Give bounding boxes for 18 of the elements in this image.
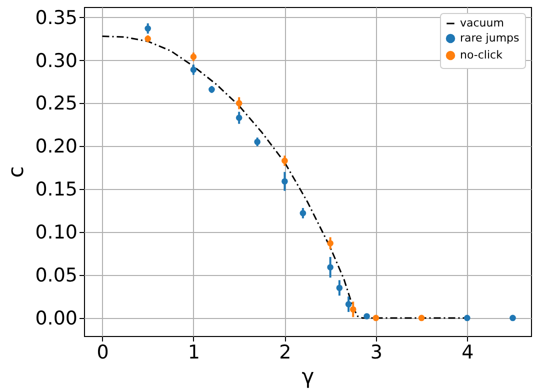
x-axis-title: γ [302,364,314,388]
legend-label: no-click [460,48,504,62]
y-axis-title: c [4,166,28,178]
y-tick-label: 0.10 [35,222,78,244]
x-tick-label: 0 [96,342,109,364]
x-tick-label: 4 [462,342,474,364]
x-tick-label: 1 [188,342,200,364]
y-tick-label: 0.15 [35,178,78,201]
y-tick-label: 0.20 [35,136,78,158]
x-tick-label: 2 [279,342,292,364]
y-tick-label: 0.00 [35,307,78,330]
legend-label: vacuum [460,16,504,30]
y-tick-label: 0.05 [35,264,78,287]
x-tick-label: 3 [370,342,382,364]
legend-label: rare jumps [460,32,520,44]
y-tick-label: 0.35 [35,6,78,29]
y-tick-label: 0.30 [35,50,78,72]
y-tick-label: 0.25 [35,92,78,115]
